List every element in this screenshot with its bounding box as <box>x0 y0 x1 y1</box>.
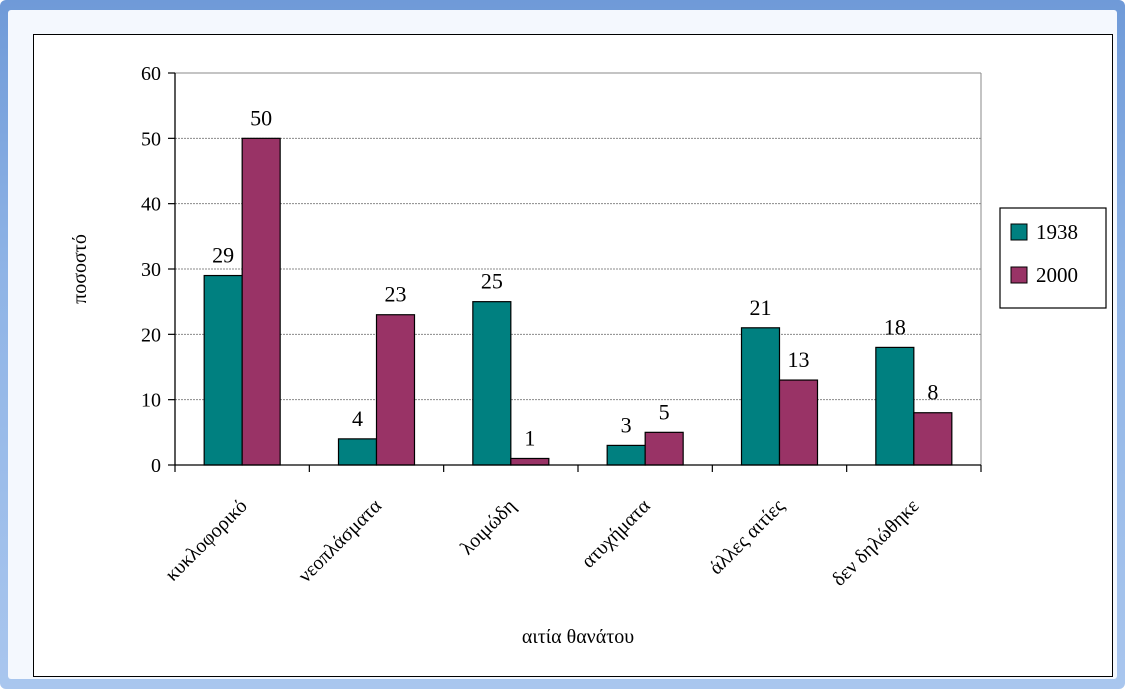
y-tick-label: 40 <box>141 194 161 216</box>
data-label: 23 <box>385 282 407 307</box>
x-tick-label: νεοπλάσματα <box>294 495 386 587</box>
chart-area: 0 10 20 30 40 50 60 κυκλοφορικό νεοπλάσματα λοιμώ… <box>33 34 1113 677</box>
legend-swatch <box>1010 266 1028 284</box>
bar-2000-4 <box>644 431 684 466</box>
data-label: 21 <box>750 295 772 320</box>
bar-1938-1 <box>203 274 243 466</box>
legend-swatch <box>1010 223 1028 241</box>
data-label: 13 <box>788 347 810 372</box>
y-axis-title: ποσοστό <box>69 234 91 304</box>
data-label: 5 <box>659 399 670 424</box>
gridlines <box>175 72 982 465</box>
y-tick-label: 20 <box>141 324 161 346</box>
bars <box>203 137 953 466</box>
x-tick-label: άλλες αιτίες <box>705 495 789 579</box>
data-label: 18 <box>884 314 906 339</box>
y-tick-label: 50 <box>141 128 161 150</box>
legend-label: 2000 <box>1036 263 1078 287</box>
bar-2000-3 <box>510 457 550 466</box>
y-tick-label: 30 <box>141 259 161 281</box>
data-label: 3 <box>621 412 632 437</box>
bar-2000-1 <box>241 137 281 466</box>
bar-chart: 0 10 20 30 40 50 60 κυκλοφορικό νεοπλάσματα λοιμώ… <box>69 63 1107 648</box>
data-label: 8 <box>927 380 938 405</box>
bar-1938-6 <box>875 346 915 466</box>
data-label: 1 <box>524 425 535 450</box>
y-tick-label: 0 <box>151 455 161 477</box>
x-tick-label: κυκλοφορικό <box>161 495 252 586</box>
x-tick-label: ατυχήματα <box>577 495 655 573</box>
data-label: 29 <box>212 243 234 268</box>
bar-2000-2 <box>375 314 416 466</box>
bar-2000-5 <box>778 379 819 466</box>
legend: 1938 2000 <box>999 207 1107 309</box>
x-tick-label: λοιμώδη <box>456 495 520 559</box>
bar-1938-2 <box>337 438 378 466</box>
bar-1938-4 <box>606 444 646 466</box>
bar-1938-3 <box>472 301 512 466</box>
y-tick-label: 60 <box>141 63 161 85</box>
data-label: 4 <box>352 406 363 431</box>
bar-2000-6 <box>913 412 953 466</box>
x-axis-title: αιτία θανάτου <box>522 626 634 648</box>
data-label: 50 <box>250 105 272 130</box>
y-tick-label: 10 <box>141 390 161 412</box>
legend-label: 1938 <box>1036 220 1078 244</box>
data-label: 25 <box>481 269 503 294</box>
bar-1938-5 <box>740 327 781 466</box>
x-tick-label: δεν δηλώθηκε <box>828 495 924 591</box>
